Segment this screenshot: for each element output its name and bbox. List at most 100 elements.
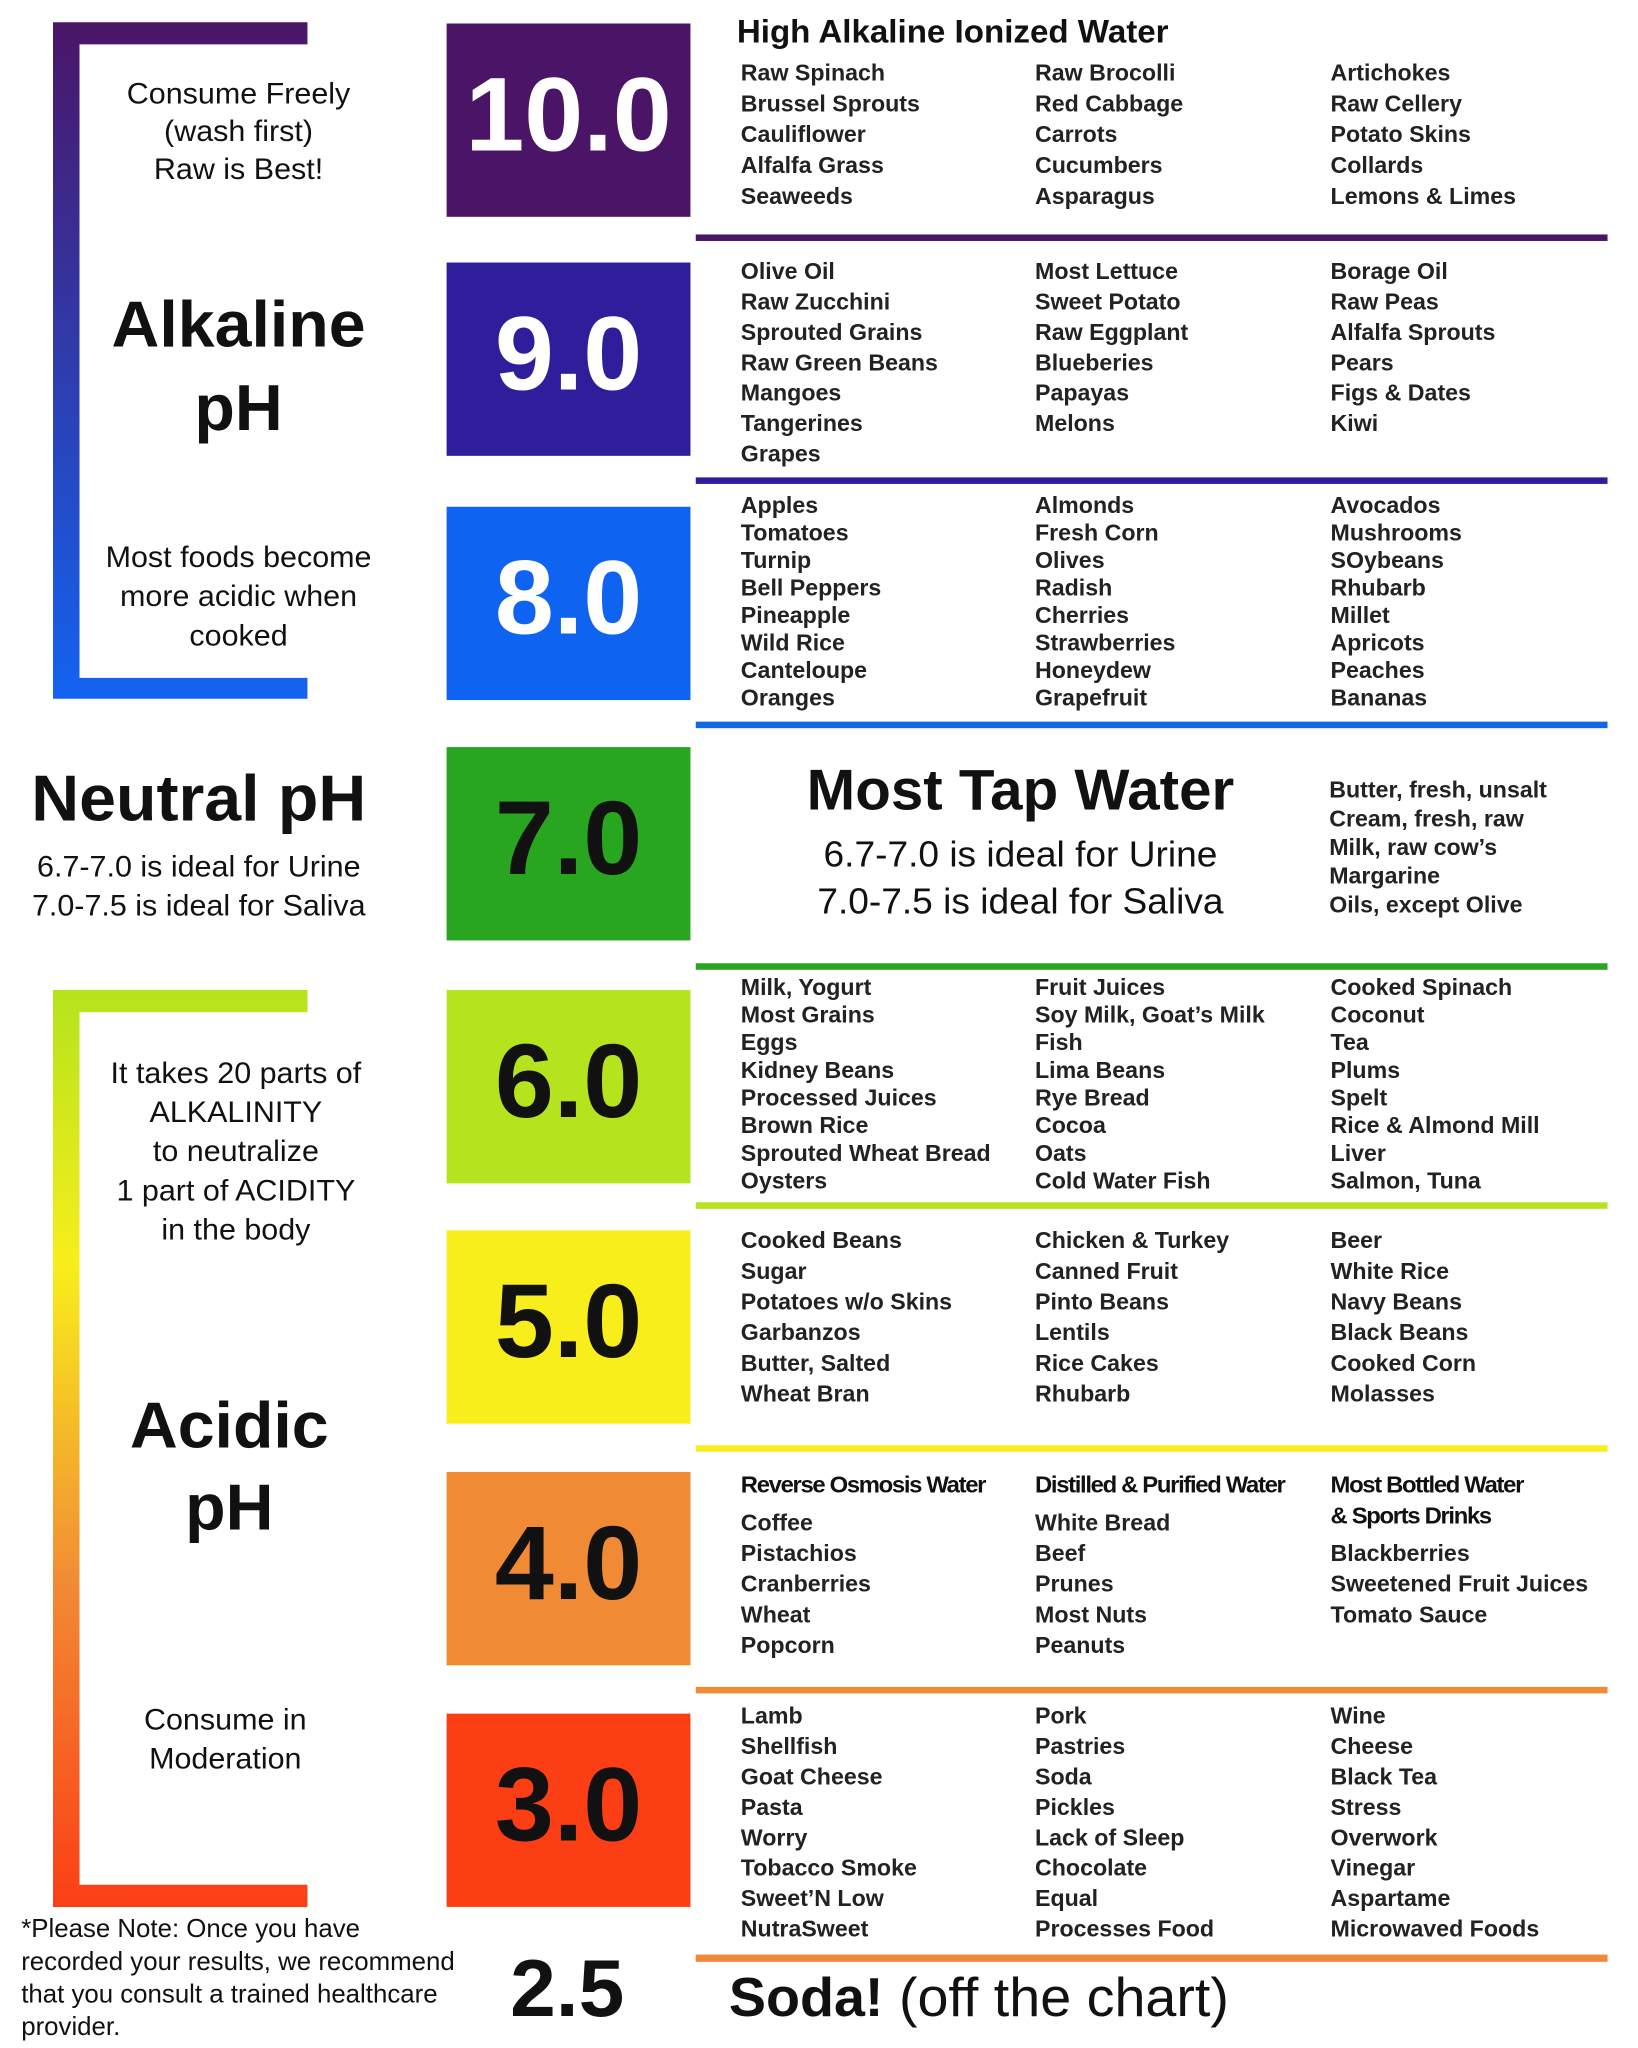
alkaline-bracket	[53, 22, 308, 699]
ph-box	[446, 23, 691, 217]
food-item: Eggs	[741, 1029, 798, 1055]
food-item: Wheat Bran	[741, 1381, 870, 1407]
ph-value: 5.0	[495, 1264, 642, 1380]
food-item: Cauliflower	[741, 121, 866, 147]
food-item: Raw Brocolli	[1035, 60, 1175, 86]
row-rule	[695, 1686, 1608, 1694]
food-item: Butter, fresh, unsalt	[1329, 777, 1547, 803]
food-item: Rice Cakes	[1035, 1350, 1159, 1376]
alkaline-note: Raw is Best!	[154, 153, 323, 186]
food-item: Peaches	[1331, 657, 1425, 683]
food-item: Mushrooms	[1331, 520, 1462, 546]
food-item: Potato Skins	[1331, 121, 1471, 147]
food-item: Cold Water Fish	[1035, 1168, 1211, 1194]
food-item: Rice & Almond Mill	[1331, 1112, 1540, 1138]
food-item: Fruit Juices	[1035, 974, 1165, 1000]
ph-value: 4.0	[495, 1506, 642, 1622]
food-item: Sugar	[741, 1258, 807, 1284]
food-item: Raw Cellery	[1331, 90, 1463, 116]
moderation-note: Consume in	[144, 1704, 307, 1737]
food-item: Pistachios	[741, 1540, 857, 1566]
food-item: Pasta	[741, 1794, 803, 1820]
food-item: Pickles	[1035, 1794, 1115, 1820]
food-item: Prunes	[1035, 1571, 1114, 1597]
food-item: Stress	[1331, 1794, 1402, 1820]
acidic-title: pH	[185, 1470, 273, 1543]
food-item: Equal	[1035, 1885, 1098, 1911]
food-item: Wild Rice	[741, 630, 845, 656]
food-item: Asparagus	[1035, 183, 1155, 209]
food-item: Blackberries	[1331, 1540, 1470, 1566]
ratio-note: ALKALINITY	[150, 1096, 323, 1129]
food-item: Soy Milk, Goat’s Milk	[1035, 1002, 1265, 1028]
food-item: Tomato Sauce	[1331, 1602, 1488, 1628]
food-item: SOybeans	[1331, 547, 1444, 573]
ph-value: 7.0	[495, 781, 642, 897]
food-item: Papayas	[1035, 380, 1129, 406]
food-item: Rhubarb	[1331, 575, 1426, 601]
disclaimer: recorded your results, we recommend	[21, 1948, 454, 1976]
tap-line: 7.0-7.5 is ideal for Saliva	[817, 881, 1224, 922]
food-item: Raw Eggplant	[1035, 319, 1189, 345]
food-item: Milk, Yogurt	[741, 974, 872, 1000]
food-item: Processed Juices	[741, 1085, 937, 1111]
food-item: Lack of Sleep	[1035, 1824, 1184, 1850]
food-item: Most Nuts	[1035, 1602, 1147, 1628]
food-item: Red Cabbage	[1035, 90, 1183, 116]
food-item: Cooked Beans	[741, 1227, 902, 1253]
food-item: Canned Fruit	[1035, 1258, 1178, 1284]
food-item: Grapefruit	[1035, 685, 1147, 711]
food-item: White Bread	[1035, 1509, 1170, 1535]
food-item: Plums	[1331, 1057, 1401, 1083]
food-item: Lamb	[741, 1703, 803, 1729]
food-item: Brussel Sprouts	[741, 90, 920, 116]
food-item: Spelt	[1331, 1085, 1388, 1111]
food-item: Honeydew	[1035, 657, 1151, 683]
food-item: Popcorn	[741, 1632, 835, 1658]
neutral-title: Neutral pH	[31, 761, 366, 834]
food-item: Radish	[1035, 575, 1112, 601]
food-item: Rye Bread	[1035, 1085, 1150, 1111]
food-item: Olives	[1035, 547, 1105, 573]
ph-box	[446, 990, 691, 1184]
food-item: Apples	[741, 492, 818, 518]
column-header: Most Bottled Water	[1331, 1473, 1525, 1499]
ratio-note: It takes 20 parts of	[111, 1057, 362, 1090]
disclaimer: that you consult a trained healthcare	[21, 1981, 437, 2009]
food-item: Raw Zucchini	[741, 289, 890, 315]
food-item: Cooked Corn	[1331, 1350, 1477, 1376]
food-item: Liver	[1331, 1140, 1386, 1166]
food-item: Millet	[1331, 602, 1391, 628]
food-item: Canteloupe	[741, 657, 867, 683]
food-item: Melons	[1035, 410, 1115, 436]
food-item: Kidney Beans	[741, 1057, 894, 1083]
alkaline-note: (wash first)	[164, 115, 313, 148]
food-item: Artichokes	[1331, 60, 1451, 86]
soda-rule	[695, 1955, 1608, 1962]
cooked-note: Most foods become	[106, 541, 372, 574]
food-item: Tangerines	[741, 410, 863, 436]
cooked-note: more acidic when	[120, 580, 357, 613]
food-item: Alfalfa Grass	[741, 152, 884, 178]
food-item: Processes Food	[1035, 1916, 1214, 1942]
row-rule	[695, 721, 1608, 729]
neutral-line: 7.0-7.5 is ideal for Saliva	[32, 890, 366, 923]
food-item: Sweetened Fruit Juices	[1331, 1571, 1589, 1597]
food-item: Oats	[1035, 1140, 1087, 1166]
ph-value: 3.0	[495, 1747, 642, 1863]
food-item: Cooked Spinach	[1331, 974, 1513, 1000]
column-header: Reverse Osmosis Water	[741, 1473, 986, 1499]
column-header: Distilled & Purified Water	[1035, 1473, 1286, 1499]
food-item: Cucumbers	[1035, 152, 1163, 178]
tap-title: Most Tap Water	[807, 759, 1235, 823]
food-item: Rhubarb	[1035, 1381, 1130, 1407]
food-item: Lemons & Limes	[1331, 183, 1517, 209]
food-item: Chicken & Turkey	[1035, 1227, 1229, 1253]
food-item: Potatoes w/o Skins	[741, 1289, 952, 1315]
ph-box	[446, 1230, 691, 1424]
food-item: Margarine	[1329, 863, 1440, 889]
column-header: & Sports Drinks	[1331, 1503, 1492, 1529]
row-rule	[695, 477, 1608, 484]
food-item: Pastries	[1035, 1733, 1125, 1759]
